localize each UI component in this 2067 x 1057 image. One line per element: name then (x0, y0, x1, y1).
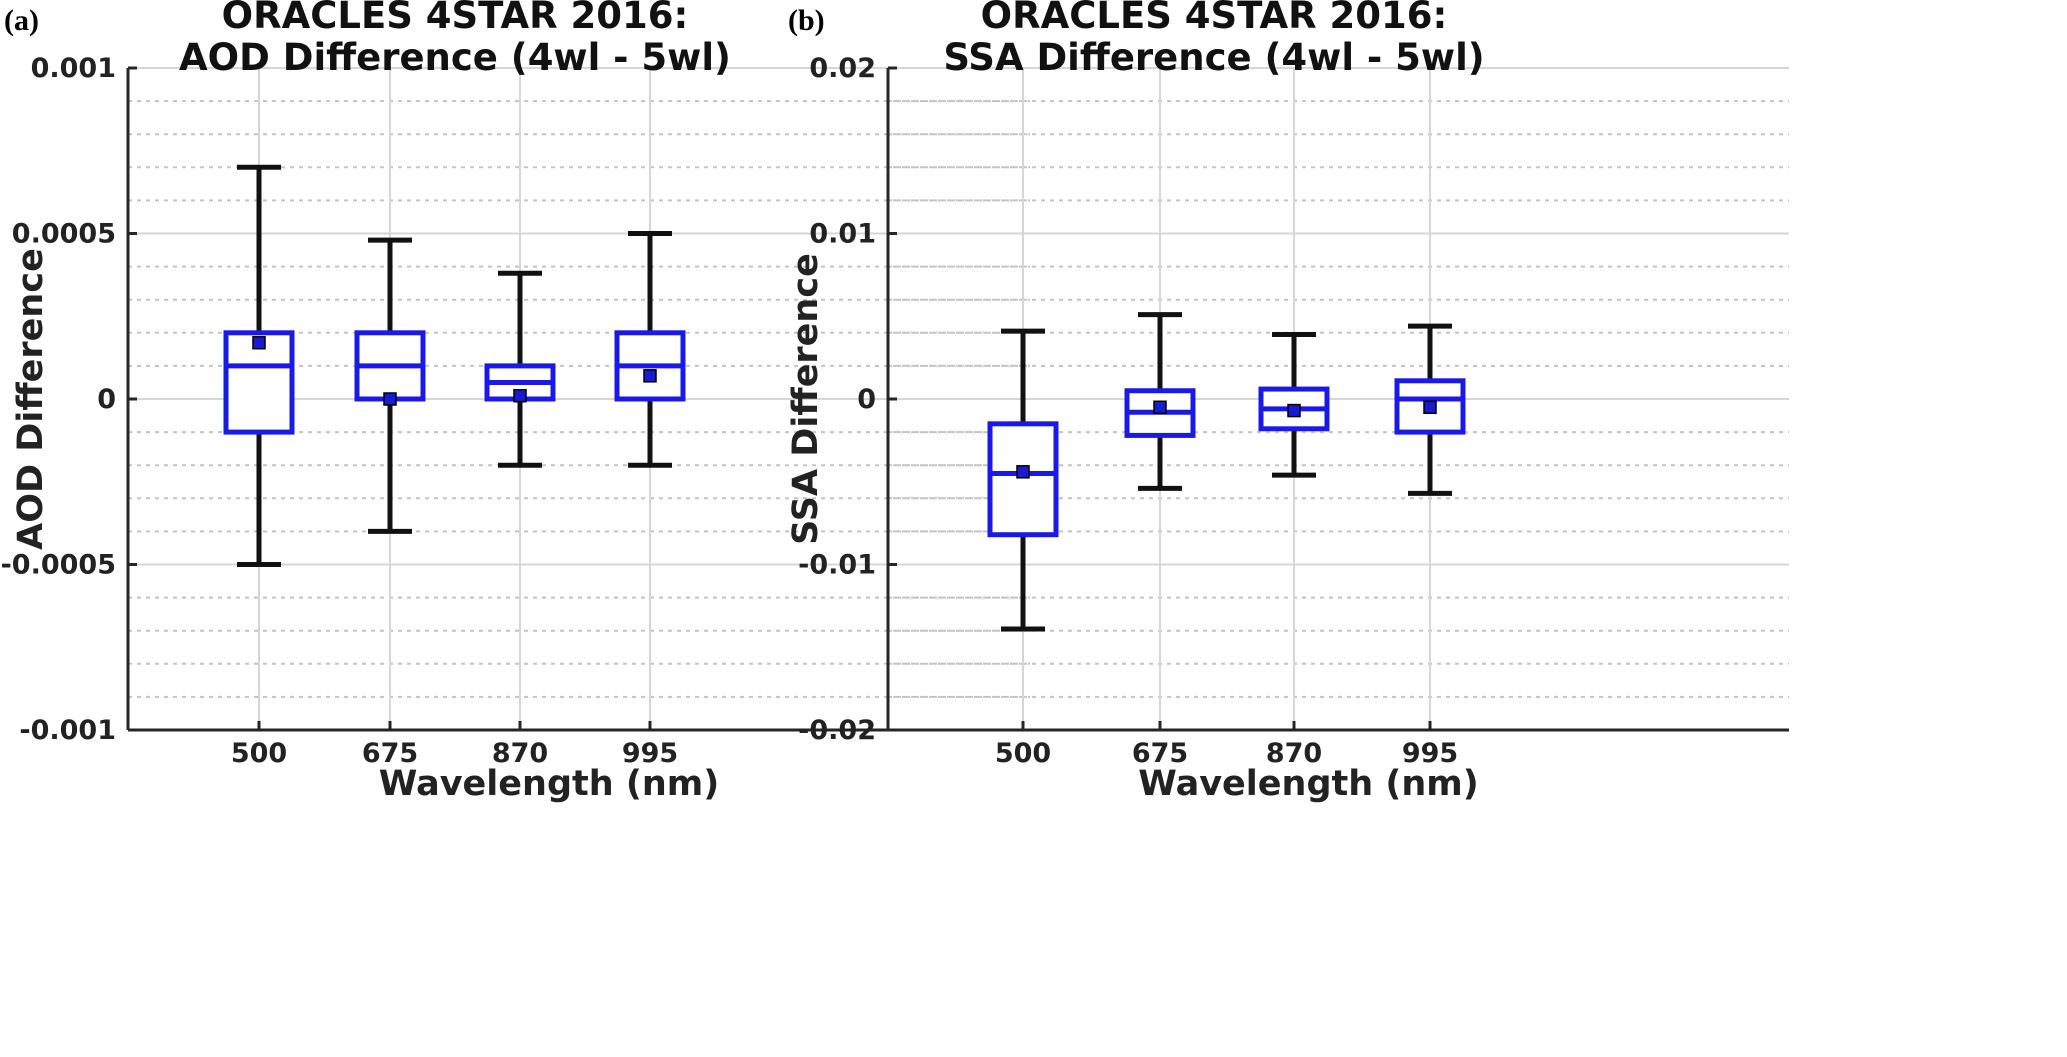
chart-1-box-500 (987, 328, 1059, 632)
chart-0-y-tick-label: 0.001 (31, 53, 116, 84)
chart-0-y-tick-label: 0.0005 (12, 219, 116, 250)
chart-0-y-tick-label: -0.001 (19, 715, 116, 746)
chart-1-x-tick-label: 500 (995, 738, 1051, 769)
chart-0-box-675 (354, 237, 426, 534)
mean-marker (383, 392, 397, 406)
mean-marker (1423, 400, 1437, 415)
chart-0-x-axis-label: Wavelength (nm) (379, 764, 719, 804)
chart-1-x-tick-label: 995 (1402, 738, 1458, 769)
chart-1-y-tick-label: -0.01 (798, 550, 876, 581)
mean-marker (1153, 400, 1167, 415)
mean-marker (252, 335, 266, 350)
chart-0-box-995 (614, 231, 686, 468)
chart-0-x-tick-label: 500 (231, 738, 287, 769)
mean-marker (1287, 403, 1301, 418)
chart-1-box-870 (1258, 331, 1330, 478)
chart-0-x-tick-label: 870 (492, 738, 548, 769)
chart-1-y-axis-label: SSA Difference (786, 253, 826, 545)
chart-0-y-tick-label: 0 (97, 384, 116, 415)
chart-ssa-difference: -0.02 -0.01 0 0.01 0.02 500 675 870 995 (b) ORACLE… (786, 0, 1789, 804)
chart-0-y-tick-label: -0.0005 (1, 550, 116, 581)
chart-1-x-tick-label: 870 (1266, 738, 1322, 769)
chart-0-x-tick-label: 995 (622, 738, 678, 769)
chart-1-box-675 (1124, 312, 1196, 491)
chart-0-panel-label: (a) (4, 4, 39, 37)
chart-1-x-tick-label: 675 (1132, 738, 1188, 769)
chart-0-box-870 (484, 270, 556, 468)
chart-1-title-line-1: ORACLES 4STAR 2016: (981, 0, 1448, 37)
chart-1-y-tick-label: -0.02 (798, 715, 876, 746)
iqr-box (987, 421, 1059, 538)
chart-0-x-tick-label: 675 (362, 738, 418, 769)
mean-marker (1016, 465, 1030, 479)
mean-marker (513, 388, 527, 403)
chart-1-y-tick-label: 0.01 (809, 219, 876, 250)
chart-1-box-995 (1394, 323, 1466, 496)
mean-marker (643, 369, 657, 383)
chart-aod-difference: -0.001 -0.0005 0 0.0005 0.001 500 675 870 995 (a)… (1, 0, 1030, 804)
chart-1-y-tick-label: 0 (857, 384, 876, 415)
chart-1-x-axis-label: Wavelength (nm) (1138, 764, 1478, 804)
chart-1-title-line-2: SSA Difference (4wl - 5wl) (943, 36, 1484, 79)
chart-0-title-line-2: AOD Difference (4wl - 5wl) (179, 36, 731, 79)
chart-0-box-500 (223, 164, 295, 567)
chart-0-title-line-1: ORACLES 4STAR 2016: (222, 0, 689, 37)
chart-1-panel-label: (b) (788, 4, 825, 37)
chart-1-y-tick-label: 0.02 (809, 53, 876, 84)
chart-0-y-axis-label: AOD Difference (11, 248, 51, 550)
